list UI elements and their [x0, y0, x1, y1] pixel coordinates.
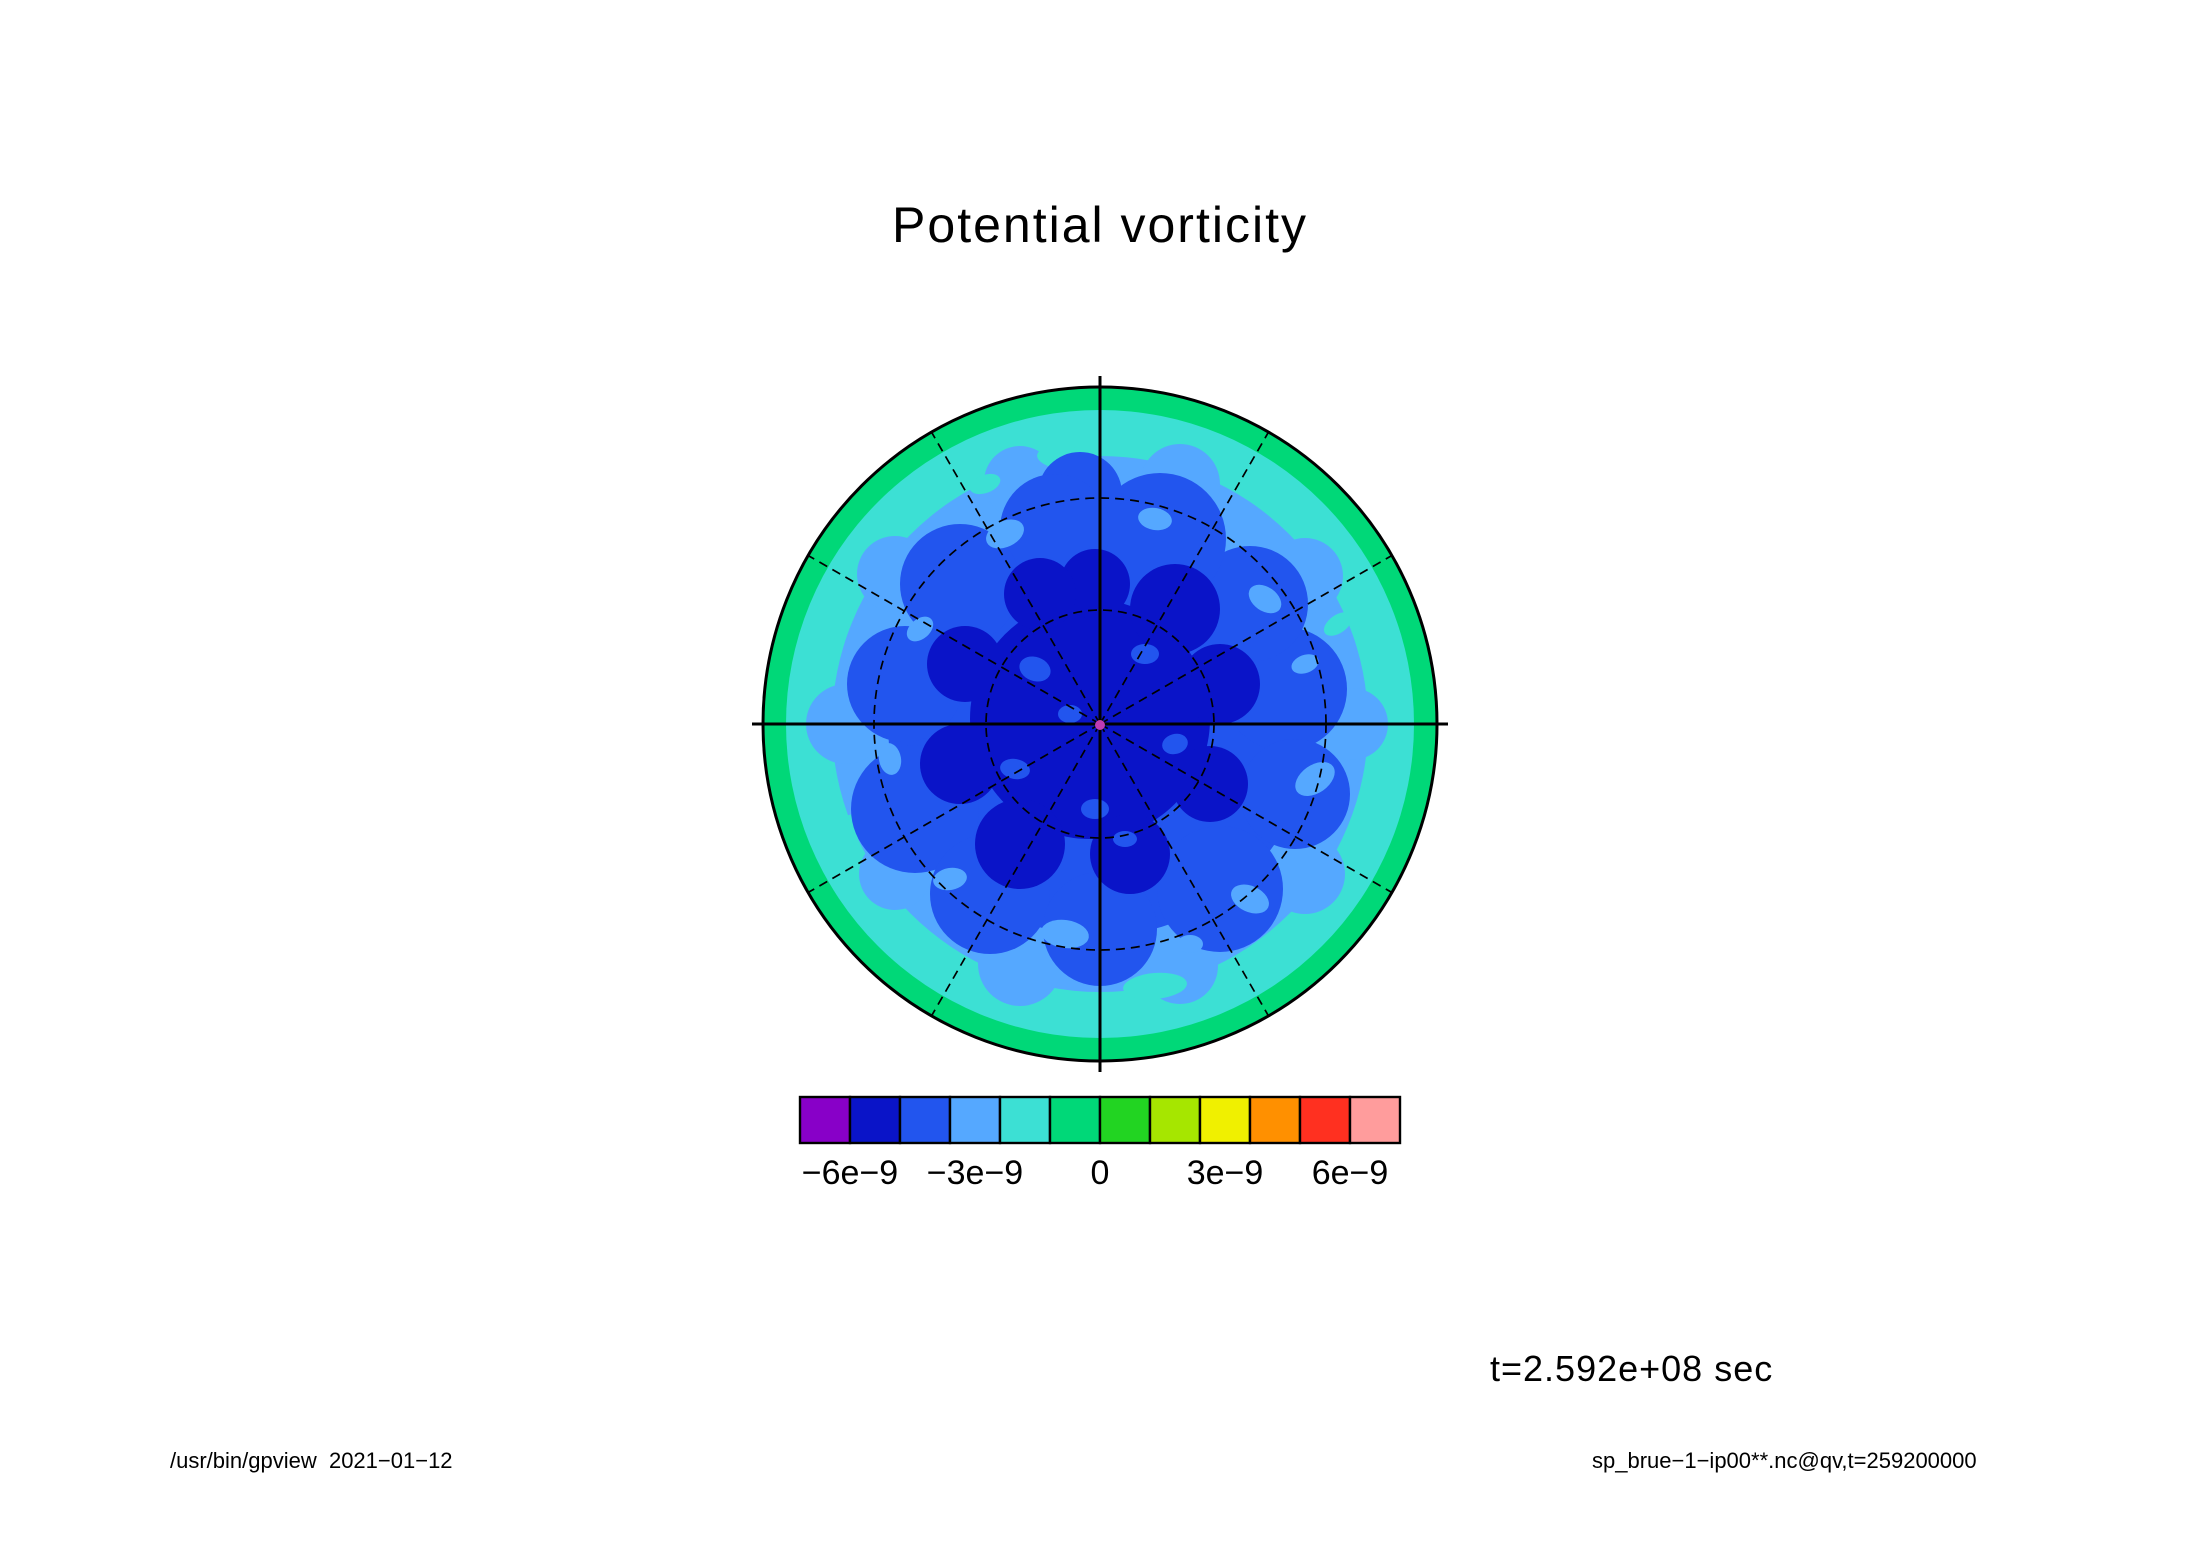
colorbar-cell	[1148, 1095, 1202, 1145]
contour-shape	[975, 799, 1065, 889]
contour-shape	[1240, 739, 1350, 849]
contour-blob	[878, 743, 902, 775]
colorbar-cell	[1098, 1095, 1152, 1145]
colorbar	[798, 1095, 1402, 1145]
contour-blob	[969, 473, 1001, 495]
contour-blob	[1138, 507, 1172, 531]
blue-anomaly-blobs	[1000, 644, 1188, 847]
chart-title: Potential vorticity	[892, 197, 1308, 253]
contour-blob	[1177, 935, 1203, 953]
contour-blob	[986, 519, 1024, 549]
colorbar-cell	[1048, 1095, 1102, 1145]
contour-blob	[1231, 884, 1269, 914]
contour-blob	[906, 616, 934, 642]
colorbar-tick-label: 6e−9	[1311, 1154, 1389, 1192]
pole-minimum-dot	[1095, 720, 1105, 730]
meridian-line	[807, 554, 1101, 725]
meridian-line	[1099, 723, 1270, 1017]
contour-shape	[1172, 746, 1248, 822]
contour-blob	[1081, 799, 1109, 819]
meridian-grid-lines	[807, 431, 1393, 1017]
meridian-line	[807, 723, 1101, 894]
contour-blob	[1295, 761, 1335, 797]
colorbar-tick-label: −6e−9	[801, 1154, 899, 1192]
meridian-line	[930, 431, 1101, 725]
colorbar-tick-label: −3e−9	[926, 1154, 1024, 1192]
colorbar-cell	[1298, 1095, 1352, 1145]
colorbar-cell	[798, 1095, 852, 1145]
contour-shape	[1157, 826, 1283, 952]
map-outline-circle	[761, 385, 1439, 1063]
footer-data-source: sp_brue−1−ip00**.nc@qv,t=259200000	[1592, 1448, 1977, 1473]
polar-contour-map	[752, 376, 1448, 1072]
colorbar-tick-label: 3e−9	[1186, 1154, 1264, 1192]
meridian-line	[1099, 723, 1393, 894]
colorbar-cell	[1198, 1095, 1252, 1145]
contour-shape	[1130, 564, 1220, 654]
colorbar-cell	[848, 1095, 902, 1145]
contour-shape	[1004, 558, 1076, 630]
contour-shape	[1090, 814, 1170, 894]
contour-blob	[1058, 705, 1082, 723]
contour-shape	[1192, 546, 1308, 662]
meridian-line	[930, 723, 1101, 1017]
contour-shape	[1060, 549, 1130, 619]
contour-shape	[1180, 644, 1260, 724]
colorbar-cell	[948, 1095, 1002, 1145]
lightblue-anomaly-blobs	[878, 507, 1335, 953]
contour-shape	[927, 626, 1003, 702]
contour-blob	[1113, 831, 1137, 847]
colorbar-cell	[1348, 1095, 1402, 1145]
contour-blob	[1248, 584, 1282, 614]
contour-blob	[1131, 644, 1159, 664]
contour-blob	[1291, 654, 1319, 674]
meridian-line	[1099, 431, 1270, 725]
colorbar-cell	[898, 1095, 952, 1145]
time-label: t=2.592e+08 sec	[1490, 1348, 1774, 1389]
contour-blob	[1123, 972, 1187, 1000]
contour-blob	[1000, 758, 1030, 780]
contour-blob	[1323, 612, 1353, 636]
contour-shape	[920, 724, 1000, 804]
colorbar-cell	[1248, 1095, 1302, 1145]
colorbar-cell	[998, 1095, 1052, 1145]
meridian-line	[1099, 554, 1393, 725]
contour-blob	[1019, 656, 1051, 682]
colorbar-tick-labels: −6e−9 −3e−9 0 3e−9 6e−9	[797, 1154, 1403, 1198]
contour-blob	[1162, 733, 1188, 755]
colorbar-tick-label: 0	[1090, 1154, 1110, 1192]
contour-blob	[1041, 919, 1089, 949]
footer-command-and-date: /usr/bin/gpview 2021−01−12	[170, 1448, 453, 1473]
contour-shape	[900, 524, 1020, 644]
